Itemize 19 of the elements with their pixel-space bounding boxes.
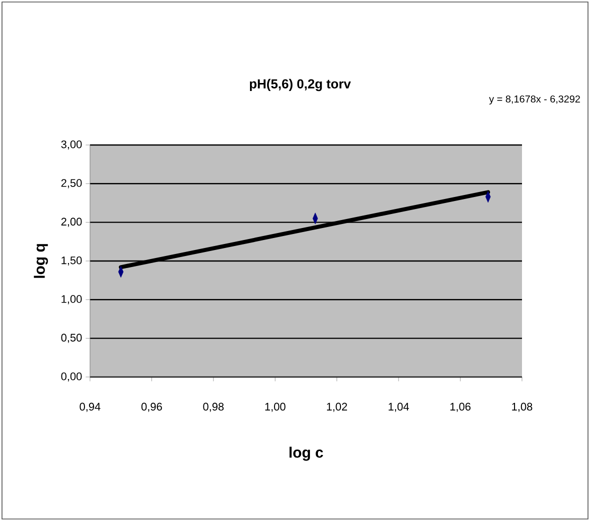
x-tick-label: 1,00 (265, 402, 286, 412)
chart-title: pH(5,6) 0,2g torv (250, 78, 351, 92)
x-tick-label: 1,04 (388, 402, 409, 412)
x-axis-title: log c (290, 446, 324, 461)
x-tick-label: 1,02 (326, 402, 348, 412)
y-tick-label: 0,00 (61, 372, 82, 382)
x-tick-label: 1,06 (450, 402, 470, 412)
y-tick-label: 2,00 (61, 218, 82, 227)
y-tick-label: 1,50 (62, 256, 82, 266)
y-tick-label: 3,00 (61, 140, 82, 150)
y-tick-label: 2,50 (61, 179, 82, 188)
x-tick-label: 0,94 (80, 402, 100, 412)
y-tick-label: 1,00 (62, 295, 82, 304)
text: y = 8,1678x - 6,3292 (489, 95, 580, 105)
x-tick-label: 0,96 (141, 402, 162, 412)
x-tick-label: 0,98 (203, 402, 224, 412)
x-tick-label: 1,08 (512, 402, 532, 412)
y-axis-title: log q (34, 244, 48, 278)
y-tick-label: 0,50 (61, 334, 82, 343)
